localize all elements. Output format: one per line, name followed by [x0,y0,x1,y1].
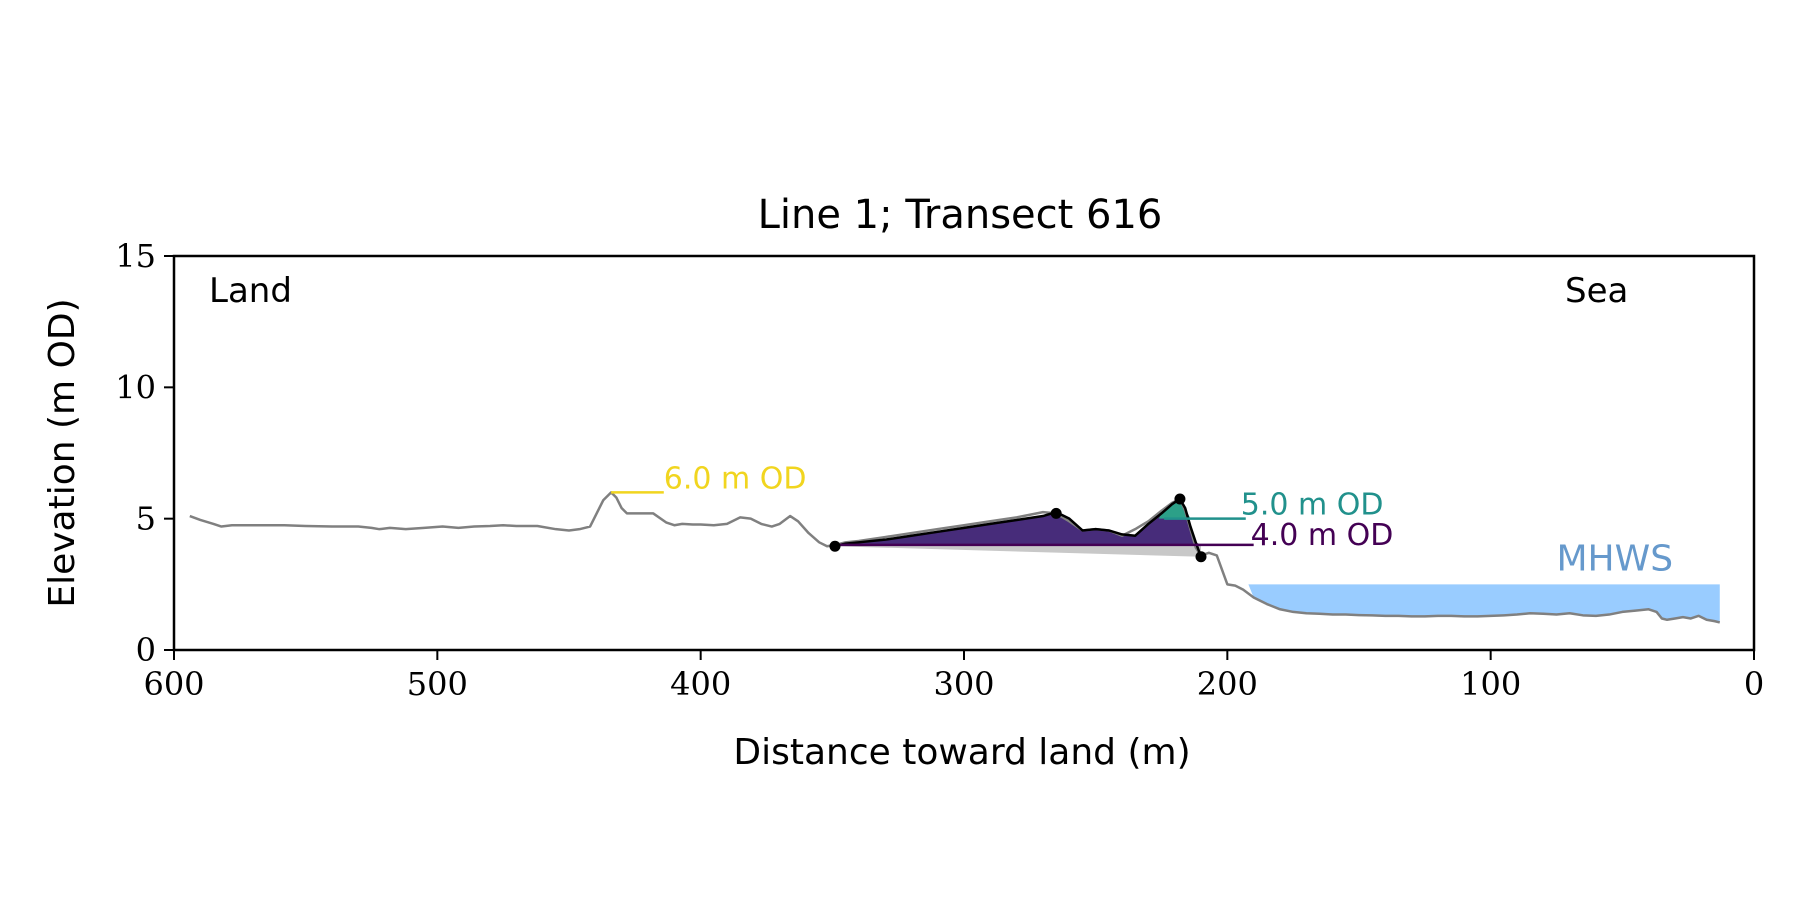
land-label: Land [209,271,292,311]
mhws-fill [1248,584,1720,623]
x-tick-label: 100 [1460,665,1521,703]
y-tick-label: 5 [136,500,156,538]
x-tick-label: 300 [933,665,994,703]
x-tick-label: 500 [407,665,468,703]
y-tick-label: 10 [115,368,156,406]
x-tick-label: 200 [1197,665,1258,703]
y-tick-label: 0 [136,631,156,669]
label-layer: 6.0 m OD 5.0 m OD4.0 m OD MHWS [664,461,1673,579]
dune-point [829,540,841,552]
contour-label: 4.0 m OD [1251,518,1394,553]
plot-area: 6.0 m OD 5.0 m OD4.0 m OD MHWS [189,461,1721,624]
fill-layer [834,498,1720,623]
dune-point [1174,493,1186,505]
x-tick-label: 0 [1744,665,1764,703]
below-contour-fill [834,544,1201,557]
point-layer [829,493,1207,563]
y-axis: 0 5 10 15 [115,237,174,669]
x-tick-label: 400 [670,665,731,703]
contour-label: 6.0 m OD [664,461,807,496]
x-axis: 600 500 400 300 200 100 0 [143,650,1764,703]
dune-point [1195,551,1207,563]
x-tick-label: 600 [143,665,204,703]
mhws-label: MHWS [1557,538,1674,579]
contour-label: 5.0 m OD [1241,488,1384,523]
dune-point [1050,507,1062,519]
dune-fill-5m [1158,498,1194,519]
y-tick-label: 15 [115,237,156,275]
y-axis-label: Elevation (m OD) [42,298,83,607]
x-axis-label: Distance toward land (m) [733,732,1190,773]
dune-fill-4m [834,498,1201,545]
sea-label: Sea [1565,271,1628,311]
profile-line [189,491,1721,624]
chart-title: Line 1; Transect 616 [758,192,1163,238]
